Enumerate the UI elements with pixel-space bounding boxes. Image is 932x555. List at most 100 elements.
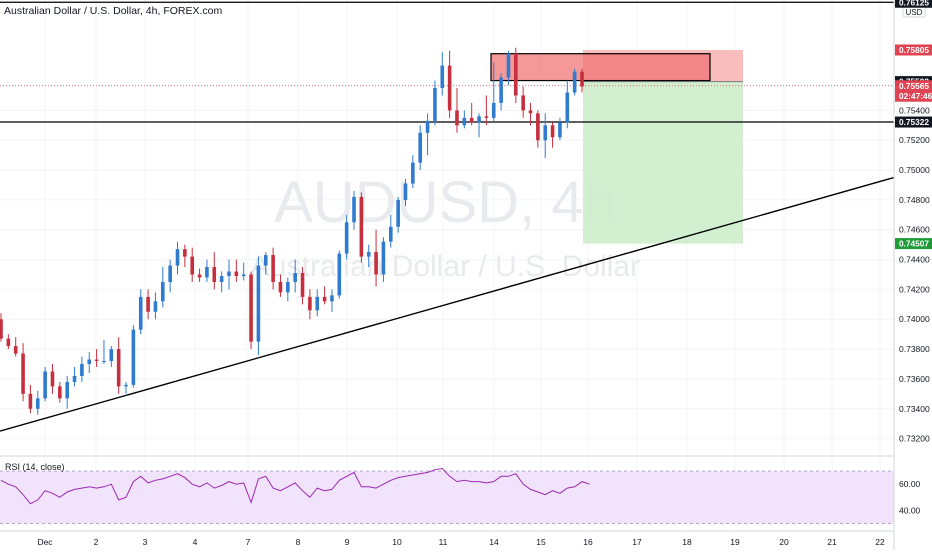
- candle-body: [205, 267, 209, 278]
- candle-body: [484, 116, 489, 118]
- candle-body: [43, 371, 47, 399]
- candle: [447, 50, 452, 118]
- candle-body: [94, 359, 99, 362]
- price-tick-label: 0.74400: [899, 255, 930, 265]
- candle-body: [330, 295, 334, 302]
- candle: [241, 262, 246, 281]
- candle: [160, 267, 165, 308]
- candle-body: [403, 183, 408, 200]
- candle-body: [477, 116, 481, 123]
- candle-body: [447, 65, 452, 111]
- price-tick-label: 0.74200: [899, 284, 930, 294]
- candle-body: [190, 256, 195, 275]
- candle: [13, 337, 18, 357]
- candle-body: [366, 252, 371, 257]
- candle: [506, 50, 511, 86]
- candle: [536, 110, 540, 148]
- candle-body: [374, 252, 378, 275]
- candle: [153, 292, 158, 320]
- candle: [175, 241, 180, 275]
- candle-body: [58, 386, 62, 399]
- rsi-line: [0, 467, 590, 505]
- drawing-lines[interactable]: [0, 1, 895, 432]
- watermark-line2: Australian Dollar / U.S. Dollar: [250, 250, 640, 283]
- candle: [572, 68, 577, 96]
- candle-body: [131, 329, 136, 385]
- candle-body: [352, 196, 356, 223]
- time-tick-label: 14: [489, 537, 499, 547]
- position-zones[interactable]: [490, 49, 743, 244]
- rsi-label: RSI (14, close): [5, 462, 65, 472]
- candle-body: [227, 271, 231, 276]
- candle: [300, 267, 305, 305]
- candle-body: [80, 364, 84, 376]
- candle-body: [580, 71, 584, 87]
- price-tick-label: 0.74000: [899, 314, 930, 324]
- candle-body: [160, 281, 165, 302]
- candle-body: [278, 281, 283, 293]
- candle: [315, 289, 320, 317]
- time-tick-label: 11: [439, 537, 448, 547]
- price-tag-bg: [895, 0, 932, 8]
- candle: [543, 113, 548, 159]
- rsi-pane[interactable]: RSI (14, close): [0, 455, 932, 532]
- candle: [425, 113, 430, 156]
- price-tick-label: 0.75000: [899, 165, 930, 175]
- price-tag-label: 0.75565: [899, 81, 929, 91]
- candle-body: [491, 102, 496, 118]
- time-tick-label: 16: [583, 537, 593, 547]
- candle-body: [249, 274, 253, 342]
- candle-body: [440, 65, 445, 89]
- candle: [219, 271, 224, 293]
- price-tick-label: 0.74600: [899, 225, 930, 235]
- price-tick-label: 0.75200: [899, 135, 930, 145]
- price-tag-bg: [895, 80, 932, 92]
- candle-body: [381, 241, 386, 275]
- candle-body: [337, 253, 342, 296]
- price-tag-label: 0.76125: [899, 0, 929, 7]
- candle: [433, 80, 437, 126]
- candle: [558, 117, 562, 141]
- candle-body: [550, 125, 555, 138]
- price-tag-label: 0.74507: [899, 239, 929, 249]
- supply-box: [490, 53, 711, 82]
- candle: [484, 95, 489, 126]
- price-tag-bg: [895, 90, 932, 102]
- candle: [403, 179, 408, 206]
- candle: [249, 271, 253, 350]
- price-tick-label: 0.74800: [899, 195, 930, 205]
- time-tick-label: 2: [94, 537, 99, 547]
- candle: [550, 122, 555, 148]
- target-zone: [583, 81, 743, 244]
- candle-body: [183, 249, 187, 257]
- candle-body: [462, 117, 467, 126]
- candle: [65, 375, 69, 409]
- candle-body: [543, 125, 548, 141]
- candle: [580, 68, 584, 93]
- price-tick-label: 0.75400: [899, 105, 930, 115]
- candle: [411, 155, 415, 188]
- candle: [352, 190, 356, 230]
- candle-body: [293, 273, 297, 282]
- price-tag-label: 0.75322: [899, 117, 929, 127]
- candle: [146, 289, 150, 320]
- candle: [21, 343, 25, 402]
- candle-body: [263, 255, 268, 266]
- candle-body: [418, 132, 423, 163]
- candle: [197, 268, 202, 282]
- time-axis[interactable]: Dec 2 3 4 7 8 9 10 11 14 15 16 17 18 19 20 21 22: [37, 537, 885, 547]
- ascending-trendline: [0, 176, 895, 432]
- time-tick-label: 18: [682, 537, 692, 547]
- rsi-tick-label: 40.00: [899, 505, 921, 515]
- candle: [168, 259, 172, 293]
- candle-body: [506, 53, 511, 78]
- rsi-tick-label: 60.00: [899, 479, 921, 489]
- symbol-title: Australian Dollar / U.S. Dollar, 4h, FOR…: [4, 5, 223, 17]
- time-tick-label: 17: [632, 537, 642, 547]
- candle-body: [286, 281, 290, 293]
- candle-body: [197, 274, 202, 278]
- candle: [94, 349, 99, 367]
- candle: [190, 247, 195, 282]
- currency-label: USD: [906, 8, 923, 17]
